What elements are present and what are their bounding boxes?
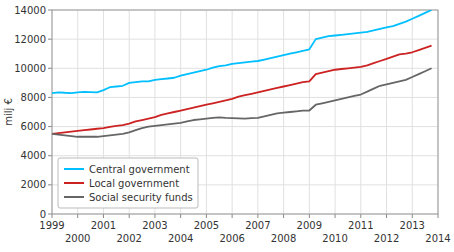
x-grid-line: [412, 10, 413, 214]
x-tick-label: 2008: [271, 233, 296, 244]
x-grid-line: [232, 10, 233, 214]
lines: [52, 10, 432, 137]
x-grid-line: [206, 10, 207, 214]
x-grid-line: [386, 10, 387, 214]
y-tick-label: 8000: [21, 92, 46, 103]
x-tick: [386, 214, 387, 218]
y-tick: [48, 184, 52, 185]
y-grid-line: [52, 68, 438, 69]
x-tick: [129, 214, 130, 218]
x-tick: [335, 214, 336, 218]
series-line: [52, 10, 432, 93]
y-tick: [48, 126, 52, 127]
y-tick: [48, 155, 52, 156]
x-tick: [257, 214, 258, 218]
x-tick-label: 2009: [297, 220, 322, 231]
legend-label: Central government: [89, 164, 190, 175]
y-tick: [48, 214, 52, 215]
legend-label: Local government: [89, 178, 179, 189]
x-tick: [180, 214, 181, 218]
y-axis-label: milj €: [3, 98, 14, 126]
x-grid-line: [309, 10, 310, 214]
y-tick-label: 6000: [21, 121, 46, 132]
legend-swatch: [64, 168, 84, 170]
x-tick: [232, 214, 233, 218]
x-tick: [360, 214, 361, 218]
x-tick-label: 2014: [425, 233, 450, 244]
y-grid-line: [52, 97, 438, 98]
x-tick: [154, 214, 155, 218]
y-tick-label: 0: [40, 209, 46, 220]
plot-frame: [52, 10, 438, 214]
x-tick: [103, 214, 104, 218]
x-tick-label: 2006: [219, 233, 244, 244]
series-line: [52, 68, 432, 136]
x-tick-label: 2004: [168, 233, 193, 244]
chart: 0200040006000800010000120001400019992000…: [0, 0, 454, 252]
y-tick: [48, 97, 52, 98]
x-tick: [206, 214, 207, 218]
y-tick-label: 14000: [14, 5, 46, 16]
x-tick-label: 2007: [245, 220, 270, 231]
legend-swatch: [64, 182, 84, 184]
legend-label: Social security funds: [89, 192, 193, 203]
x-tick: [438, 214, 439, 218]
y-tick: [48, 68, 52, 69]
series-line: [52, 46, 432, 134]
x-tick-label: 2005: [194, 220, 219, 231]
x-tick: [77, 214, 78, 218]
legend: Central government Local government Social…: [58, 158, 198, 208]
x-tick-label: 1999: [39, 220, 64, 231]
x-tick-label: 2000: [65, 233, 90, 244]
x-tick-label: 2013: [400, 220, 425, 231]
legend-swatch: [64, 196, 84, 198]
x-grid-line: [257, 10, 258, 214]
legend-box: [58, 158, 198, 208]
grid: [52, 10, 438, 214]
x-tick: [52, 214, 53, 218]
y-tick-label: 2000: [21, 179, 46, 190]
x-tick: [283, 214, 284, 218]
y-grid-line: [52, 39, 438, 40]
y-grid-line: [52, 155, 438, 156]
y-tick-label: 12000: [14, 34, 46, 45]
x-grid-line: [335, 10, 336, 214]
x-tick-label: 2001: [91, 220, 116, 231]
x-tick-label: 2003: [142, 220, 167, 231]
x-tick: [309, 214, 310, 218]
x-tick-label: 2002: [116, 233, 141, 244]
y-tick: [48, 10, 52, 11]
x-tick-label: 2010: [322, 233, 347, 244]
y-tick: [48, 39, 52, 40]
axes: 0200040006000800010000120001400019992000…: [14, 5, 451, 245]
x-tick-label: 2011: [348, 220, 373, 231]
x-tick: [412, 214, 413, 218]
x-grid-line: [360, 10, 361, 214]
y-tick-label: 4000: [21, 150, 46, 161]
x-tick-label: 2012: [374, 233, 399, 244]
y-tick-label: 10000: [14, 63, 46, 74]
